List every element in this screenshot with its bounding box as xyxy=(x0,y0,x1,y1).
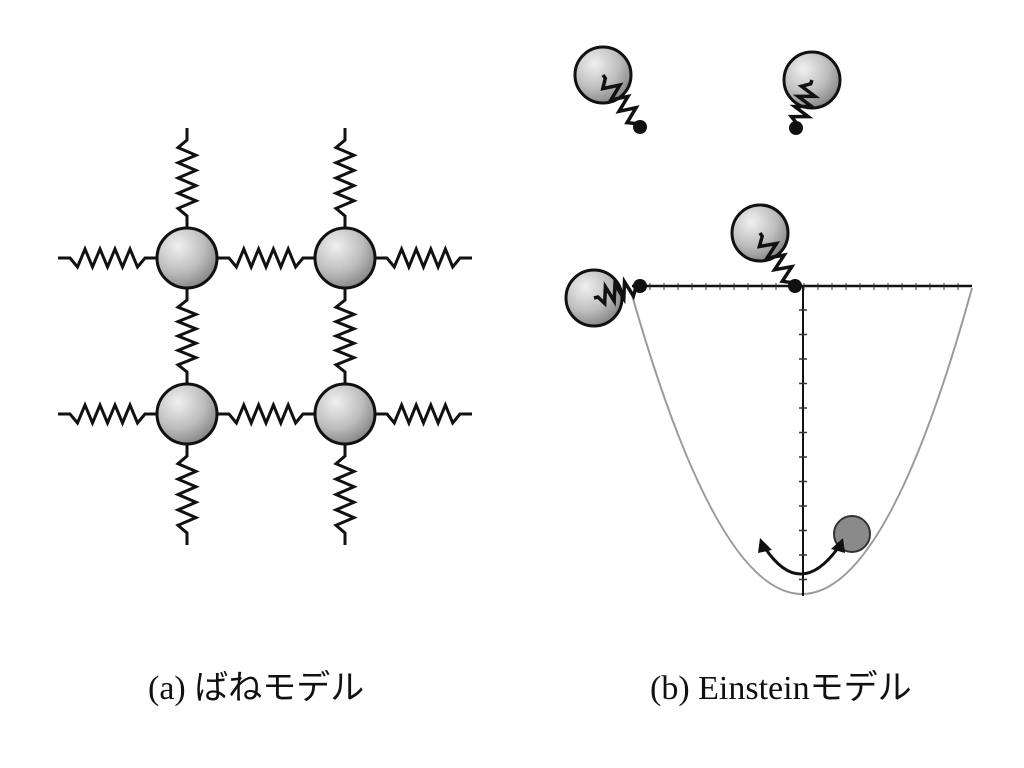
axis-ticks xyxy=(649,283,959,581)
atom-ball xyxy=(313,382,377,446)
atom-ball xyxy=(155,226,219,290)
spring xyxy=(58,245,157,271)
caption-einstein-model: (b) Einsteinモデル xyxy=(650,670,912,707)
spring-lattice-panel xyxy=(58,128,472,545)
oscillation-arrow xyxy=(763,547,840,576)
anchor-point xyxy=(788,279,802,293)
spring xyxy=(173,288,201,384)
arrow-head-right xyxy=(831,538,845,553)
lattice-springs xyxy=(58,128,472,545)
oscillator xyxy=(564,268,647,328)
anchor-point xyxy=(633,279,647,293)
spring xyxy=(331,288,359,384)
oscillator-spring xyxy=(593,276,641,308)
spring xyxy=(217,245,315,271)
caption-spring-model: (a) ばねモデル xyxy=(148,670,365,707)
spring xyxy=(332,128,358,228)
spring xyxy=(375,245,472,271)
atom-ball xyxy=(313,226,377,290)
oscillator xyxy=(730,203,802,293)
spring xyxy=(332,444,358,545)
spring xyxy=(174,444,200,545)
oscillator-spring xyxy=(756,232,797,287)
spring xyxy=(58,401,157,427)
oscillator xyxy=(782,50,842,135)
spring xyxy=(217,401,315,427)
anchor-point xyxy=(789,121,803,135)
anchor-point xyxy=(633,120,647,134)
spring xyxy=(375,401,472,427)
einstein-oscillators xyxy=(564,45,842,328)
atom-ball xyxy=(155,382,219,446)
oscillator-spring xyxy=(600,73,642,129)
oscillator-spring xyxy=(787,79,821,129)
arrow-head-left xyxy=(758,538,772,553)
oscillator xyxy=(573,45,647,134)
einstein-model-panel xyxy=(564,45,973,596)
lattice-atoms xyxy=(155,226,377,446)
spring xyxy=(174,128,200,228)
